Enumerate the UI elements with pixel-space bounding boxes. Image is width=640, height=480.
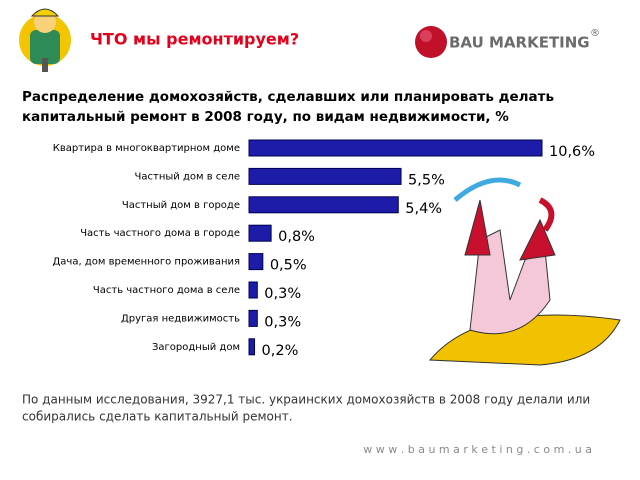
bar xyxy=(248,139,543,157)
category-label: Другая недвижимость xyxy=(121,313,240,324)
chart-title: капитальный ремонт в 2008 году, по видам… xyxy=(22,109,509,125)
logo-text: BAU MARKETING xyxy=(449,34,590,52)
bar xyxy=(248,167,402,185)
value-label: 10,6% xyxy=(549,144,595,160)
value-label: 0,2% xyxy=(262,343,299,359)
logo: BAU MARKETING ® xyxy=(415,26,600,58)
bar xyxy=(248,281,258,299)
value-label: 0,8% xyxy=(278,229,315,245)
value-label: 0,3% xyxy=(264,286,301,302)
bar xyxy=(248,309,258,327)
chart-title: Распределение домохозяйств, сделавших ил… xyxy=(22,89,554,105)
category-label: Часть частного дома в селе xyxy=(93,285,240,296)
category-label: Частный дом в селе xyxy=(135,171,240,182)
value-label: 5,5% xyxy=(408,172,445,188)
value-label: 5,4% xyxy=(405,201,442,217)
header-title: ЧТО мы ремонтируем? xyxy=(90,30,299,49)
worker-icon xyxy=(19,8,71,72)
footnote: По данным исследования, 3927,1 тыс. укра… xyxy=(22,393,590,407)
category-label: Дача, дом временного проживания xyxy=(52,257,240,268)
castle-illustration xyxy=(428,177,621,366)
category-label: Квартира в многоквартирном доме xyxy=(53,143,240,154)
category-label: Частный дом в городе xyxy=(122,200,240,211)
bar xyxy=(248,196,399,214)
website: w w w . b a u m a r k e t i n g . c o m … xyxy=(363,443,592,456)
footnote: собирались сделать капитальный ремонт. xyxy=(22,410,293,424)
category-label: Загородный дом xyxy=(152,342,240,353)
category-label: Часть частного дома в городе xyxy=(80,228,240,239)
logo-mark: ® xyxy=(590,28,600,39)
bar xyxy=(248,253,264,271)
value-label: 0,5% xyxy=(270,258,307,274)
value-label: 0,3% xyxy=(264,314,301,330)
bar xyxy=(248,224,272,242)
bar xyxy=(248,338,256,356)
